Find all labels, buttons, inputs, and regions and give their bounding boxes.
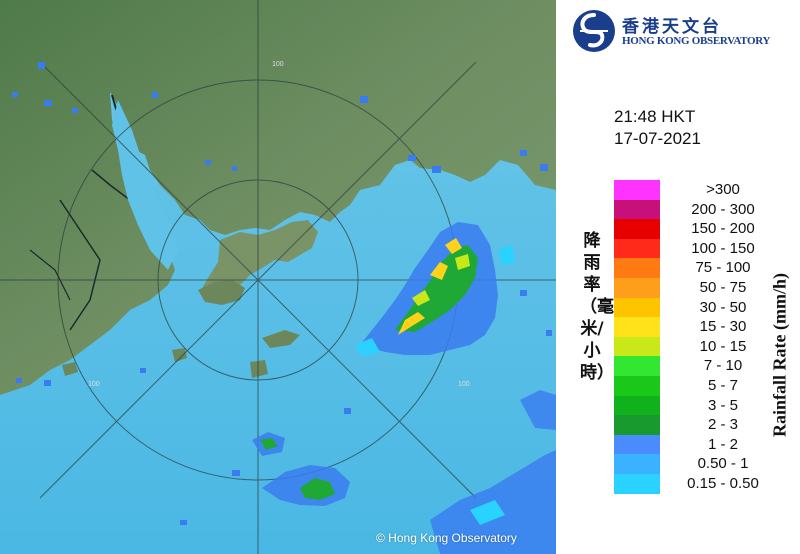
- legend-swatch: [614, 180, 660, 200]
- rain-echo-cluster-east: [355, 222, 515, 356]
- legend-label: 200 - 300: [691, 200, 755, 218]
- legend-swatch: [614, 258, 660, 278]
- island: [172, 348, 187, 362]
- legend-title-en: Rainfall Rate (mm/h): [769, 273, 790, 437]
- logo-name-cn: 香港天文台: [622, 17, 722, 37]
- legend-label: 0.15 - 0.50: [687, 474, 759, 492]
- rain-echo-scattered: [12, 62, 552, 525]
- legend-swatch: [614, 356, 660, 376]
- legend-swatch: [614, 317, 660, 337]
- radar-map: 100 100 100: [0, 0, 556, 554]
- legend-swatch: [614, 238, 660, 259]
- range-label: 100: [88, 381, 100, 388]
- legend-label: 2 - 3: [707, 416, 738, 434]
- legend-swatch: [614, 434, 660, 455]
- logo-name-en: HONG KONG OBSERVATORY: [622, 35, 771, 47]
- island: [62, 362, 78, 376]
- legend-color-bar: [614, 180, 660, 494]
- legend-label: >300: [706, 181, 740, 198]
- copyright-text: © Hong Kong Observatory: [376, 531, 517, 545]
- legend-swatch: [614, 415, 660, 435]
- range-label: 100: [458, 381, 470, 388]
- hko-emblem-icon: [573, 10, 615, 52]
- legend-label: 75 - 100: [695, 259, 751, 277]
- legend-label: 0.50 - 1: [697, 455, 749, 473]
- legend-swatch: [614, 219, 660, 239]
- legend-label: 1 - 2: [707, 435, 738, 453]
- island: [250, 360, 268, 378]
- timestamp-date: 17-07-2021: [614, 129, 701, 148]
- legend-swatch: [614, 336, 660, 357]
- legend-label: 100 - 150: [691, 239, 755, 257]
- legend-label: 150 - 200: [691, 220, 755, 238]
- lantau-island: [198, 280, 245, 305]
- legend-label: 10 - 15: [699, 337, 747, 355]
- rain-echo-cluster-south: [252, 432, 350, 506]
- river-line: [59, 199, 101, 331]
- radar-map-graphic: 100 100 100: [0, 0, 556, 554]
- info-panel: 香港天文台 HONG KONG OBSERVATORY 21:48 HKT 17…: [556, 0, 800, 554]
- legend-swatch: [614, 277, 660, 298]
- estuary-water: [112, 100, 178, 270]
- legend-label: 30 - 50: [699, 298, 747, 316]
- legend-swatch: [614, 395, 660, 416]
- legend-swatch: [614, 199, 660, 220]
- legend-title-cn: 降雨率（毫米/小時）: [580, 231, 614, 383]
- hko-logo: 香港天文台 HONG KONG OBSERVATORY: [572, 9, 794, 53]
- river-line: [29, 249, 71, 301]
- legend-labels: >300 200 - 300 150 - 200 100 - 150 75 - 100 5…: [674, 180, 794, 494]
- legend-label: 5 - 7: [707, 376, 738, 394]
- rain-echo-cluster-southeast: [430, 390, 556, 554]
- range-label: 100: [272, 61, 284, 68]
- legend-swatch: [614, 454, 660, 474]
- legend-swatch: [614, 375, 660, 396]
- timestamp-time: 21:48 HKT: [614, 107, 696, 126]
- legend-swatch: [614, 297, 660, 318]
- island: [262, 330, 300, 348]
- mainland-area: [0, 0, 556, 395]
- legend-label: 3 - 5: [707, 396, 738, 414]
- legend-label: 7 - 10: [703, 357, 743, 375]
- timestamp: 21:48 HKT 17-07-2021: [614, 106, 701, 150]
- legend-label: 50 - 75: [699, 278, 747, 296]
- legend-swatch: [614, 473, 660, 494]
- legend-label: 15 - 30: [699, 318, 747, 336]
